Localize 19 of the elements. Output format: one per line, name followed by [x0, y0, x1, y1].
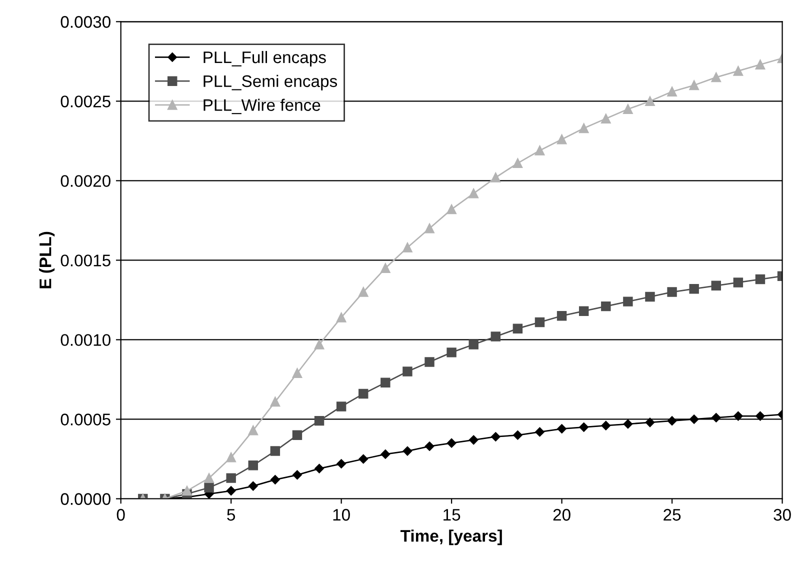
- x-tick-label: 25: [664, 508, 681, 521]
- y-tick-label: 0.0030: [60, 16, 110, 28]
- y-tick-label: 0.0005: [60, 414, 110, 426]
- y-tick-label: 0.0020: [60, 175, 110, 187]
- y-tick-label: 0.0025: [60, 96, 110, 108]
- y-tick-label: 0.0000: [60, 493, 110, 505]
- x-tick-label: 0: [116, 508, 125, 521]
- legend-label: PLL_Semi encaps: [204, 74, 338, 90]
- x-tick-label: 15: [444, 509, 460, 521]
- x-axis-title: Time, [years]: [400, 530, 502, 546]
- legend-label: PLL_Wire fence: [204, 98, 320, 114]
- y-tick-label: 0.0010: [60, 334, 110, 346]
- y-axis-title: E (PLL): [39, 232, 55, 288]
- x-tick-label: 20: [553, 508, 570, 521]
- legend-label: PLL_Full encaps: [204, 50, 326, 67]
- x-tick-label: 5: [227, 509, 236, 521]
- x-tick-label: 10: [333, 508, 350, 521]
- y-tick-label: 0.0015: [60, 254, 110, 266]
- x-tick-label: 30: [774, 508, 791, 521]
